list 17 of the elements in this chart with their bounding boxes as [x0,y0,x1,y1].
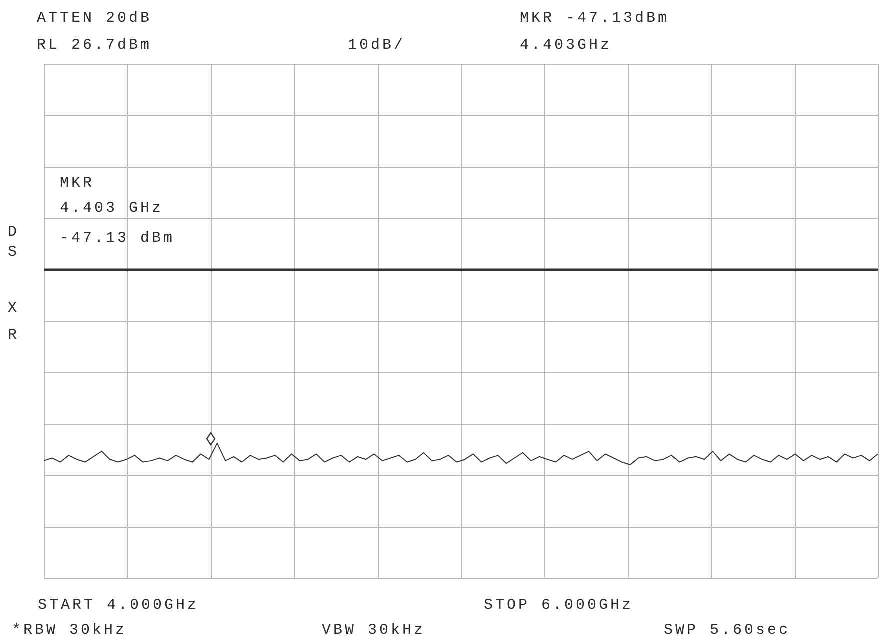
text: X [8,300,20,317]
text: ATTEN 20dB [37,10,152,27]
text: MKR [60,174,95,192]
text: *RBW 30kHz [12,622,128,639]
text: SWP 5.60sec [664,622,791,639]
text: R [8,326,20,344]
text: STOP 6.000GHz [484,596,634,614]
text: 4.403GHz [520,36,612,54]
text: 10dB/ [348,36,406,54]
text: D [8,224,20,241]
text: 4.403 GHz [60,200,164,217]
text: RL 26.7dBm [37,36,152,54]
text: VBW 30kHz [322,622,426,639]
text: START 4.000GHz [38,596,200,614]
text: MKR -47.13dBm [520,10,670,27]
text: -47.13 dBm [60,230,176,247]
text: S [8,244,20,261]
